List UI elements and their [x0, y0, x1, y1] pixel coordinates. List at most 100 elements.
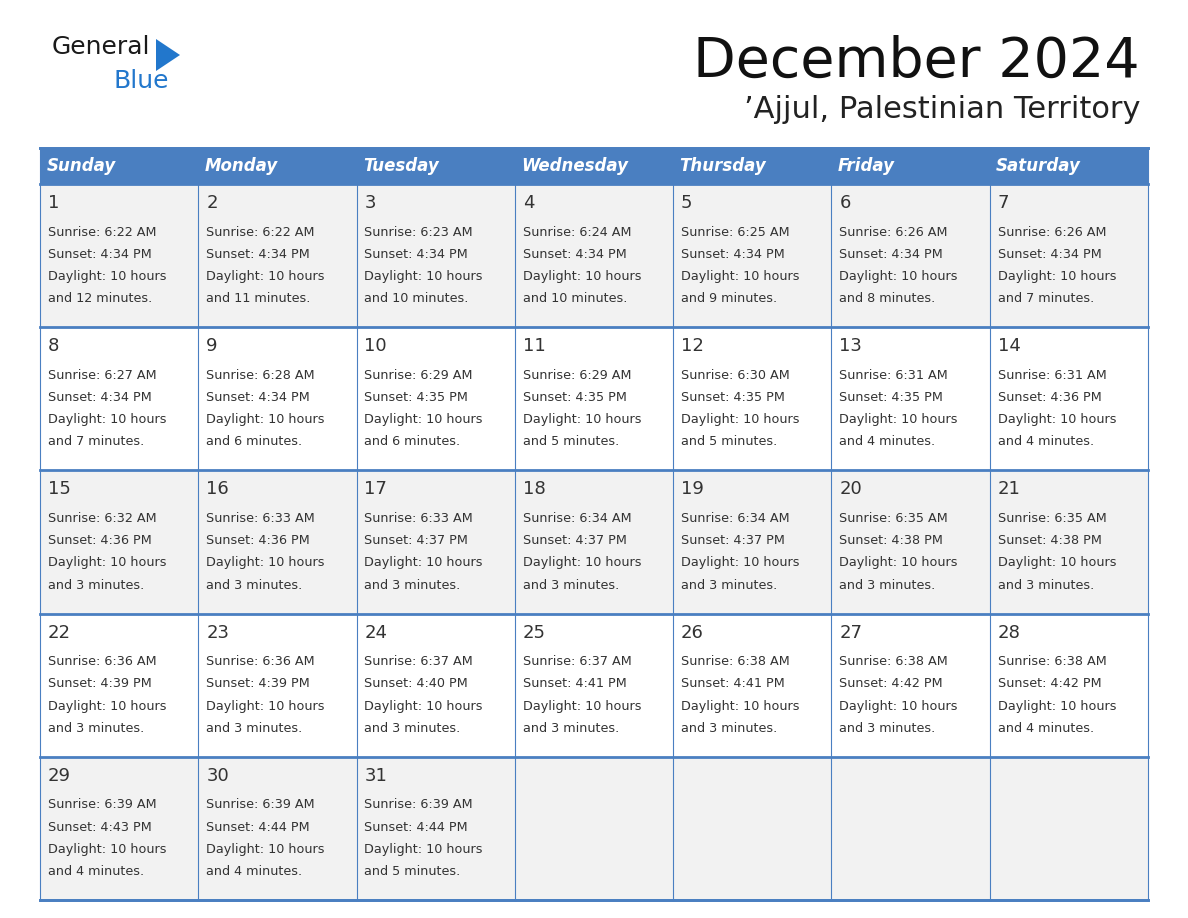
- Text: and 3 minutes.: and 3 minutes.: [365, 578, 461, 591]
- Text: 18: 18: [523, 480, 545, 498]
- Text: Sunset: 4:34 PM: Sunset: 4:34 PM: [48, 248, 152, 261]
- Text: Sunrise: 6:22 AM: Sunrise: 6:22 AM: [48, 226, 157, 239]
- Bar: [356, 184, 514, 327]
- Bar: [40, 756, 198, 900]
- Text: 2: 2: [207, 194, 217, 212]
- Text: Sunset: 4:42 PM: Sunset: 4:42 PM: [840, 677, 943, 690]
- Bar: [674, 613, 832, 756]
- Text: and 4 minutes.: and 4 minutes.: [998, 722, 1094, 734]
- Text: 25: 25: [523, 623, 545, 642]
- Text: Daylight: 10 hours: Daylight: 10 hours: [681, 270, 800, 283]
- Text: Sunrise: 6:23 AM: Sunrise: 6:23 AM: [365, 226, 473, 239]
- Text: Sunrise: 6:39 AM: Sunrise: 6:39 AM: [365, 799, 473, 812]
- Bar: [832, 756, 990, 900]
- Text: 19: 19: [681, 480, 704, 498]
- Text: Daylight: 10 hours: Daylight: 10 hours: [523, 413, 642, 426]
- Text: Sunrise: 6:22 AM: Sunrise: 6:22 AM: [207, 226, 315, 239]
- Text: Sunrise: 6:36 AM: Sunrise: 6:36 AM: [207, 655, 315, 668]
- Bar: [674, 327, 832, 470]
- Text: 21: 21: [998, 480, 1020, 498]
- Text: 1: 1: [48, 194, 59, 212]
- Text: 23: 23: [207, 623, 229, 642]
- Text: Daylight: 10 hours: Daylight: 10 hours: [840, 413, 958, 426]
- Bar: [832, 184, 990, 327]
- Bar: [674, 184, 832, 327]
- Text: Daylight: 10 hours: Daylight: 10 hours: [48, 700, 166, 712]
- Text: and 4 minutes.: and 4 minutes.: [998, 435, 1094, 448]
- Bar: [990, 470, 1148, 613]
- Text: 27: 27: [840, 623, 862, 642]
- Text: and 4 minutes.: and 4 minutes.: [207, 865, 302, 878]
- Text: 10: 10: [365, 337, 387, 355]
- Text: Sunset: 4:44 PM: Sunset: 4:44 PM: [207, 821, 310, 834]
- Text: 11: 11: [523, 337, 545, 355]
- Text: Monday: Monday: [204, 157, 278, 175]
- Text: Daylight: 10 hours: Daylight: 10 hours: [48, 556, 166, 569]
- Text: Sunset: 4:41 PM: Sunset: 4:41 PM: [523, 677, 626, 690]
- Text: Sunrise: 6:24 AM: Sunrise: 6:24 AM: [523, 226, 631, 239]
- Polygon shape: [156, 39, 181, 71]
- Text: and 5 minutes.: and 5 minutes.: [523, 435, 619, 448]
- Text: and 3 minutes.: and 3 minutes.: [681, 578, 777, 591]
- Bar: [990, 613, 1148, 756]
- Bar: [514, 184, 674, 327]
- Text: Sunset: 4:39 PM: Sunset: 4:39 PM: [207, 677, 310, 690]
- Text: General: General: [52, 35, 151, 59]
- Text: Sunset: 4:34 PM: Sunset: 4:34 PM: [681, 248, 785, 261]
- Text: Daylight: 10 hours: Daylight: 10 hours: [840, 556, 958, 569]
- Text: 29: 29: [48, 767, 71, 785]
- Text: 15: 15: [48, 480, 71, 498]
- Text: Daylight: 10 hours: Daylight: 10 hours: [207, 413, 324, 426]
- Text: and 3 minutes.: and 3 minutes.: [48, 722, 144, 734]
- Text: Sunrise: 6:26 AM: Sunrise: 6:26 AM: [998, 226, 1106, 239]
- Text: Sunrise: 6:27 AM: Sunrise: 6:27 AM: [48, 369, 157, 382]
- Text: Daylight: 10 hours: Daylight: 10 hours: [48, 843, 166, 856]
- Text: Daylight: 10 hours: Daylight: 10 hours: [840, 270, 958, 283]
- Text: Daylight: 10 hours: Daylight: 10 hours: [48, 413, 166, 426]
- Text: Sunrise: 6:35 AM: Sunrise: 6:35 AM: [840, 512, 948, 525]
- Text: 5: 5: [681, 194, 693, 212]
- Bar: [40, 327, 198, 470]
- Bar: [40, 148, 1148, 184]
- Text: Sunrise: 6:37 AM: Sunrise: 6:37 AM: [523, 655, 632, 668]
- Bar: [198, 756, 356, 900]
- Text: Sunrise: 6:25 AM: Sunrise: 6:25 AM: [681, 226, 790, 239]
- Text: Sunrise: 6:38 AM: Sunrise: 6:38 AM: [998, 655, 1106, 668]
- Bar: [198, 470, 356, 613]
- Bar: [40, 470, 198, 613]
- Text: Daylight: 10 hours: Daylight: 10 hours: [365, 700, 484, 712]
- Text: and 3 minutes.: and 3 minutes.: [998, 578, 1094, 591]
- Text: 8: 8: [48, 337, 59, 355]
- Text: Daylight: 10 hours: Daylight: 10 hours: [998, 700, 1117, 712]
- Text: Sunset: 4:40 PM: Sunset: 4:40 PM: [365, 677, 468, 690]
- Text: Sunset: 4:36 PM: Sunset: 4:36 PM: [48, 534, 152, 547]
- Text: and 3 minutes.: and 3 minutes.: [207, 578, 303, 591]
- Text: Sunrise: 6:39 AM: Sunrise: 6:39 AM: [48, 799, 157, 812]
- Text: Sunset: 4:43 PM: Sunset: 4:43 PM: [48, 821, 152, 834]
- Text: Sunset: 4:36 PM: Sunset: 4:36 PM: [998, 391, 1101, 404]
- Text: Sunset: 4:34 PM: Sunset: 4:34 PM: [523, 248, 626, 261]
- Text: Sunset: 4:37 PM: Sunset: 4:37 PM: [681, 534, 785, 547]
- Text: 26: 26: [681, 623, 704, 642]
- Text: Sunrise: 6:33 AM: Sunrise: 6:33 AM: [207, 512, 315, 525]
- Text: Sunrise: 6:34 AM: Sunrise: 6:34 AM: [523, 512, 631, 525]
- Text: and 12 minutes.: and 12 minutes.: [48, 292, 152, 305]
- Text: Daylight: 10 hours: Daylight: 10 hours: [523, 556, 642, 569]
- Text: 14: 14: [998, 337, 1020, 355]
- Bar: [990, 756, 1148, 900]
- Text: ’Ajjul, Palestinian Territory: ’Ajjul, Palestinian Territory: [744, 95, 1140, 124]
- Text: Daylight: 10 hours: Daylight: 10 hours: [207, 556, 324, 569]
- Text: and 3 minutes.: and 3 minutes.: [523, 578, 619, 591]
- Text: Sunrise: 6:31 AM: Sunrise: 6:31 AM: [840, 369, 948, 382]
- Text: Thursday: Thursday: [680, 157, 766, 175]
- Text: Sunrise: 6:33 AM: Sunrise: 6:33 AM: [365, 512, 473, 525]
- Text: 4: 4: [523, 194, 535, 212]
- Bar: [356, 470, 514, 613]
- Text: 17: 17: [365, 480, 387, 498]
- Text: and 5 minutes.: and 5 minutes.: [681, 435, 777, 448]
- Bar: [356, 756, 514, 900]
- Text: Sunrise: 6:39 AM: Sunrise: 6:39 AM: [207, 799, 315, 812]
- Text: and 10 minutes.: and 10 minutes.: [523, 292, 627, 305]
- Text: Sunrise: 6:34 AM: Sunrise: 6:34 AM: [681, 512, 790, 525]
- Text: Sunrise: 6:26 AM: Sunrise: 6:26 AM: [840, 226, 948, 239]
